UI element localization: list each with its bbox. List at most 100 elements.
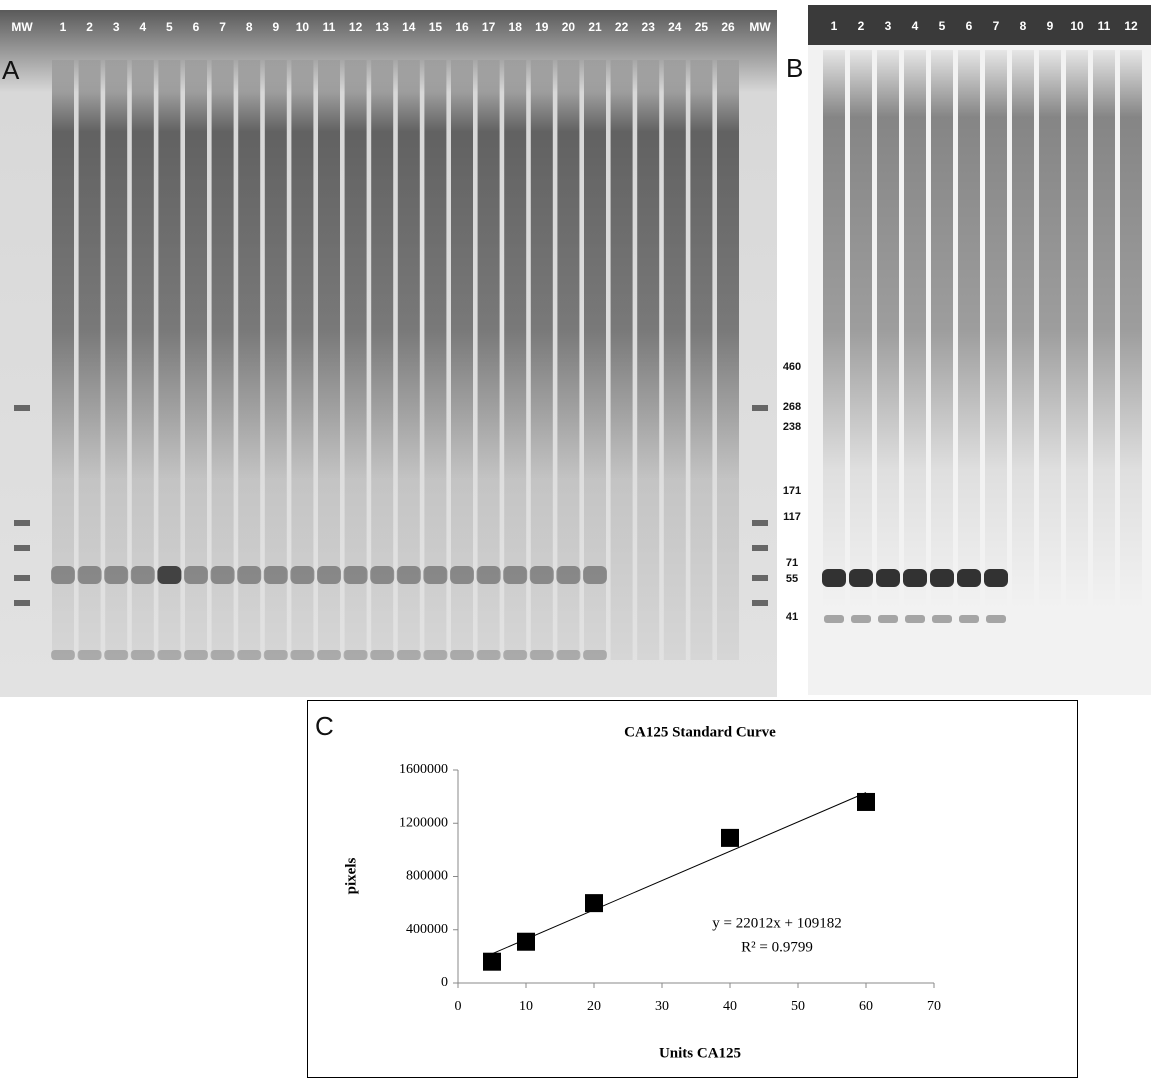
band [237, 566, 262, 584]
lane-label: 1 [831, 19, 838, 33]
band [317, 566, 341, 584]
lane-label: 2 [858, 19, 865, 33]
lane-smear [850, 50, 872, 610]
lane-label: 16 [455, 20, 469, 34]
lane-label: 12 [1124, 19, 1138, 33]
band [77, 566, 102, 584]
y-tick-label: 1200000 [399, 815, 448, 830]
mw-label: 238 [783, 421, 801, 433]
lane-label: 21 [588, 20, 602, 34]
lane-label: 9 [1047, 19, 1054, 33]
lane-smear [318, 60, 340, 660]
lane-label: 5 [939, 19, 946, 33]
mw-label: 55 [786, 573, 798, 585]
band [370, 650, 395, 660]
lane-label: 10 [1070, 19, 1084, 33]
band [396, 566, 421, 584]
band [237, 650, 262, 660]
lane-smear [690, 60, 713, 660]
band [184, 650, 208, 660]
lane-label: 5 [166, 20, 173, 34]
band [529, 566, 554, 584]
band [903, 569, 927, 587]
lane-smear [823, 50, 845, 610]
trendline [491, 792, 867, 955]
band [849, 569, 873, 587]
lane-smear [637, 60, 660, 660]
lane-label: 20 [562, 20, 576, 34]
x-axis-label: Units CA125 [659, 1045, 741, 1061]
lane-smear [158, 60, 181, 660]
lane-label: 22 [615, 20, 629, 34]
lane-smear [211, 60, 234, 660]
band [343, 650, 368, 660]
lane-label: 12 [349, 20, 363, 34]
band [104, 566, 129, 584]
lane-smear [584, 60, 606, 660]
lane-smear [291, 60, 314, 660]
lane-smear [717, 60, 739, 660]
band [210, 650, 235, 660]
band [423, 650, 448, 660]
band [370, 566, 395, 584]
marker-band [752, 520, 768, 526]
lane-label: 11 [1098, 19, 1111, 33]
lane-smear [424, 60, 447, 660]
x-tick-label: 60 [859, 999, 873, 1014]
lane-smear [185, 60, 207, 660]
panel-label: B [786, 53, 803, 83]
band [851, 615, 871, 623]
band [503, 566, 528, 584]
band [583, 650, 607, 660]
band [130, 650, 155, 660]
chart-frame [307, 700, 1078, 1078]
band [503, 650, 528, 660]
lane-label: 23 [642, 20, 656, 34]
x-tick-label: 0 [455, 999, 462, 1014]
band [130, 566, 155, 584]
lane-smear [530, 60, 553, 660]
lane-smear [877, 50, 899, 610]
lane-smear [397, 60, 420, 660]
lane-label: 7 [993, 19, 1000, 33]
lane-label: 26 [721, 20, 735, 34]
lane-label: MW [11, 20, 33, 34]
lane-label: 10 [296, 20, 310, 34]
band [450, 566, 474, 584]
lane-smear [78, 60, 101, 660]
annotation: R² = 0.9799 [741, 939, 813, 955]
lane-label: 11 [323, 20, 336, 34]
lane-label: 19 [535, 20, 549, 34]
lane-label: 2 [86, 20, 93, 34]
mw-label: 268 [783, 401, 801, 413]
band [959, 615, 979, 623]
band [263, 650, 288, 660]
gel-lanes [14, 50, 1142, 660]
band [822, 569, 846, 587]
lane-label: 7 [219, 20, 226, 34]
lane-smear [958, 50, 980, 610]
y-axis-label: pixels [343, 858, 359, 895]
band [396, 650, 421, 660]
lane-smear [610, 60, 633, 660]
band [583, 566, 607, 584]
point [517, 932, 535, 951]
lane-label: 17 [482, 20, 496, 34]
gel-b-header [808, 5, 1151, 45]
lane-smear [504, 60, 527, 660]
band [51, 650, 75, 660]
band [556, 566, 581, 584]
band [184, 566, 208, 584]
marker-band [14, 520, 30, 526]
x-tick-label: 30 [655, 999, 669, 1014]
point [721, 828, 739, 847]
panel-label: A [2, 55, 20, 85]
lane-smear [238, 60, 261, 660]
y-tick-label: 800000 [406, 869, 448, 884]
lane-label: 6 [193, 20, 200, 34]
lane-smear [52, 60, 74, 660]
band [290, 650, 315, 660]
lane-label: 1 [60, 20, 67, 34]
band [343, 566, 368, 584]
